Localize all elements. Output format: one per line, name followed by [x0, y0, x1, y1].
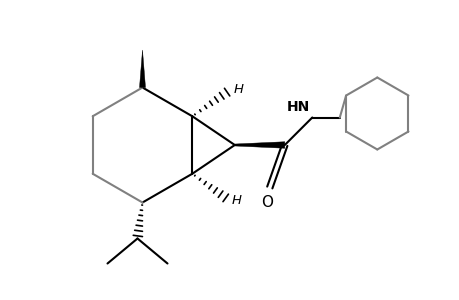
Polygon shape [139, 50, 145, 88]
Text: H: H [231, 194, 241, 207]
Polygon shape [234, 142, 284, 148]
Text: H: H [233, 83, 243, 96]
Text: O: O [261, 195, 273, 210]
Text: HN: HN [286, 100, 309, 113]
